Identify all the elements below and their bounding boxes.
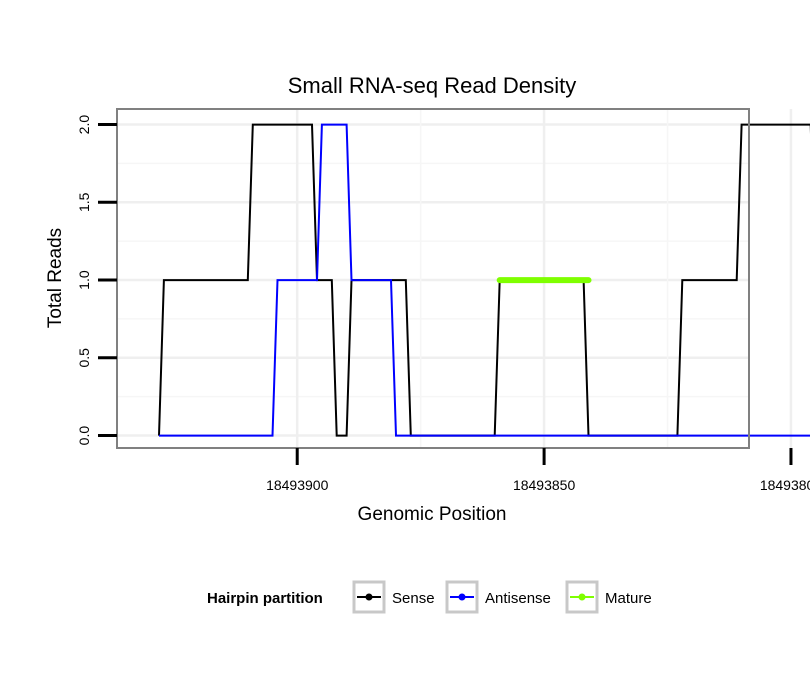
y-tick-label: 2.0 (76, 115, 92, 135)
legend-item-mature: Mature (565, 580, 652, 614)
series-line-sense (158, 123, 810, 437)
x-axis: 18493900 18493850 18493800 (266, 448, 810, 493)
legend-key-point (458, 593, 466, 601)
y-axis: 0.0 0.5 1.0 1.5 2.0 (76, 115, 117, 446)
legend-item-antisense: Antisense (445, 580, 551, 614)
legend-items: Sense Antisense Mature (352, 580, 652, 614)
y-tick-label: 0.0 (76, 426, 92, 446)
series-line-antisense (159, 123, 810, 437)
y-tick-label: 1.5 (76, 192, 92, 212)
grid (117, 109, 793, 448)
legend-key-point (365, 593, 373, 601)
chart-title: Small RNA-seq Read Density (288, 73, 577, 98)
x-axis-label: Genomic Position (358, 504, 507, 525)
legend-key-point (578, 593, 586, 601)
y-axis-label: Total Reads (45, 228, 66, 328)
x-tick-label: 18493800 (760, 477, 810, 493)
plot-panel (117, 109, 749, 448)
y-tick-label: 0.5 (76, 348, 92, 368)
legend: Hairpin partition Sense Antisense Mature (207, 580, 652, 614)
legend-label: Sense (392, 590, 435, 607)
legend-label: Antisense (485, 590, 551, 607)
series-layer (158, 123, 810, 437)
legend-title: Hairpin partition (207, 590, 323, 607)
x-tick-label: 18493850 (513, 477, 576, 493)
y-tick-label: 1.0 (76, 270, 92, 290)
legend-label: Mature (605, 590, 652, 607)
x-tick-label: 18493900 (266, 477, 329, 493)
legend-item-sense: Sense (352, 580, 435, 614)
plot-border (116, 108, 750, 449)
